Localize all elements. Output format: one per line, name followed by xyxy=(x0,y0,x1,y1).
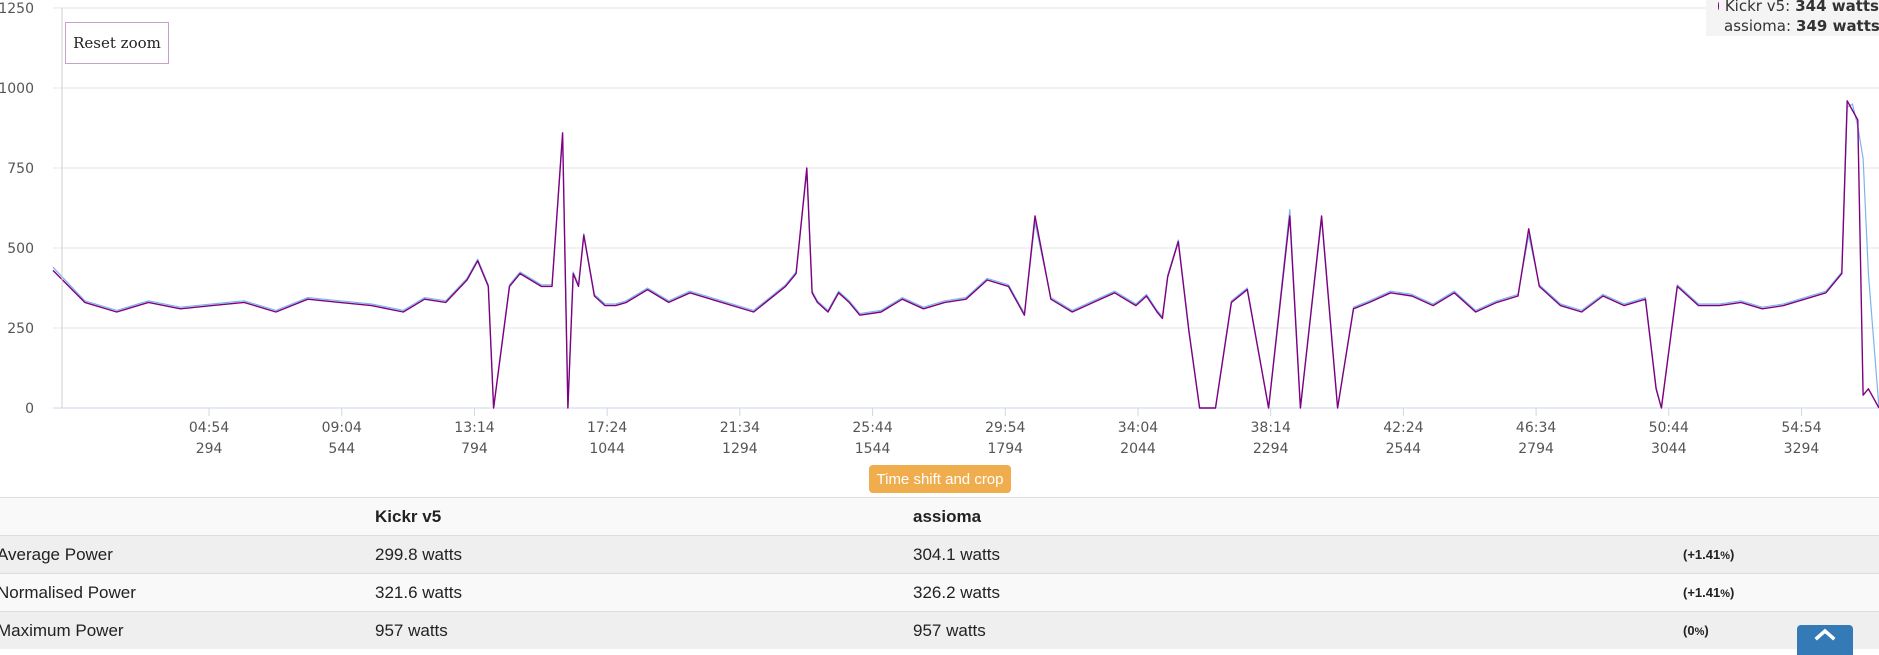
legend-item-assioma[interactable]: assioma: 349 watts xyxy=(1724,17,1879,35)
power-comparison-table: Kickr v5 assioma Average Power 299.8 wat… xyxy=(0,497,1879,649)
table-row: Maximum Power 957 watts 957 watts (0%) xyxy=(0,611,1879,649)
difference-value: (+1.41%) xyxy=(1683,573,1879,612)
x-tick-sample-label: 794 xyxy=(461,441,488,457)
y-tick-label: 500 xyxy=(7,241,34,257)
x-tick-sample-label: 2294 xyxy=(1253,441,1289,457)
legend-marker-kickr xyxy=(1718,2,1719,10)
x-tick-sample-label: 2544 xyxy=(1386,441,1422,457)
kickr-value: 321.6 watts xyxy=(375,573,913,612)
x-tick-sample-label: 1794 xyxy=(987,441,1023,457)
y-tick-label: 0 xyxy=(25,401,34,417)
series-line-assioma xyxy=(52,103,1879,409)
chart-series xyxy=(52,100,1879,409)
x-tick-time-label: 46:34 xyxy=(1516,420,1556,436)
chart-grid xyxy=(53,7,1879,409)
header-metric xyxy=(0,497,375,536)
x-tick-sample-label: 1294 xyxy=(722,441,758,457)
table-header-row: Kickr v5 assioma xyxy=(0,497,1879,536)
y-axis: 0 250 500 750 1000 1250 xyxy=(0,1,34,417)
metric-label: Normalised Power xyxy=(0,582,136,602)
x-tick-time-label: 54:54 xyxy=(1781,420,1821,436)
chevron-up-icon xyxy=(1814,628,1836,641)
power-chart-svg: 0 250 500 750 1000 1250 04:54 294 09:04 544 13:14… xyxy=(0,1,1879,457)
legend-label-kickr: Kickr v5 xyxy=(1724,0,1786,15)
chart-legend: Kickr v5: 344 watts assioma: 349 watts xyxy=(1706,0,1879,36)
x-tick-sample-label: 2044 xyxy=(1120,441,1156,457)
x-tick-time-label: 13:14 xyxy=(454,420,494,436)
legend-value-assioma: 349 watts xyxy=(1796,17,1879,35)
y-tick-label: 1000 xyxy=(0,81,34,97)
kickr-value: 299.8 watts xyxy=(375,535,913,574)
x-tick-sample-label: 2794 xyxy=(1518,441,1554,457)
header-diff xyxy=(1683,497,1879,536)
x-tick-time-label: 04:54 xyxy=(189,420,229,436)
reset-zoom-button[interactable]: Reset zoom xyxy=(65,22,169,64)
x-tick-time-label: 21:34 xyxy=(720,420,760,436)
assioma-value: 326.2 watts xyxy=(913,573,1683,612)
x-tick-sample-label: 3044 xyxy=(1651,441,1687,457)
x-tick-time-label: 34:04 xyxy=(1118,420,1158,436)
x-tick-time-label: 09:04 xyxy=(322,420,362,436)
x-axis: 04:54 294 09:04 544 13:14 794 17:24 1044 21:34 12… xyxy=(189,408,1822,457)
power-chart: 0 250 500 750 1000 1250 04:54 294 09:04 544 13:14… xyxy=(0,0,1879,457)
metric-label: Maximum Power xyxy=(0,620,124,640)
x-tick-time-label: 42:24 xyxy=(1383,420,1423,436)
assioma-value: 957 watts xyxy=(913,611,1683,649)
x-tick-time-label: 17:24 xyxy=(587,420,627,436)
x-tick-sample-label: 3294 xyxy=(1784,441,1820,457)
header-kickr: Kickr v5 xyxy=(375,497,913,536)
time-shift-crop-button[interactable]: Time shift and crop xyxy=(869,465,1011,493)
y-tick-label: 250 xyxy=(7,321,34,337)
x-tick-sample-label: 544 xyxy=(328,441,355,457)
assioma-value: 304.1 watts xyxy=(913,535,1683,574)
header-assioma: assioma xyxy=(913,497,1683,536)
y-tick-label: 1250 xyxy=(0,1,34,17)
table-row: Normalised Power 321.6 watts 326.2 watts… xyxy=(0,573,1879,612)
scroll-to-top-button[interactable] xyxy=(1797,625,1853,655)
x-tick-sample-label: 1044 xyxy=(589,441,625,457)
x-tick-sample-label: 1544 xyxy=(855,441,891,457)
series-line-kickr-v5 xyxy=(52,100,1879,409)
x-tick-time-label: 38:14 xyxy=(1251,420,1291,436)
x-tick-time-label: 50:44 xyxy=(1649,420,1689,436)
y-tick-label: 750 xyxy=(7,161,34,177)
legend-value-kickr: 344 watts xyxy=(1795,0,1879,15)
x-tick-time-label: 25:44 xyxy=(852,420,892,436)
legend-label-assioma: assioma xyxy=(1724,17,1786,35)
legend-item-kickr[interactable]: Kickr v5: 344 watts xyxy=(1718,0,1879,16)
metric-label: Average Power xyxy=(0,544,113,564)
kickr-value: 957 watts xyxy=(375,611,913,649)
x-tick-sample-label: 294 xyxy=(196,441,223,457)
table-row: Average Power 299.8 watts 304.1 watts (+… xyxy=(0,535,1879,574)
x-tick-time-label: 29:54 xyxy=(985,420,1025,436)
difference-value: (+1.41%) xyxy=(1683,535,1879,574)
